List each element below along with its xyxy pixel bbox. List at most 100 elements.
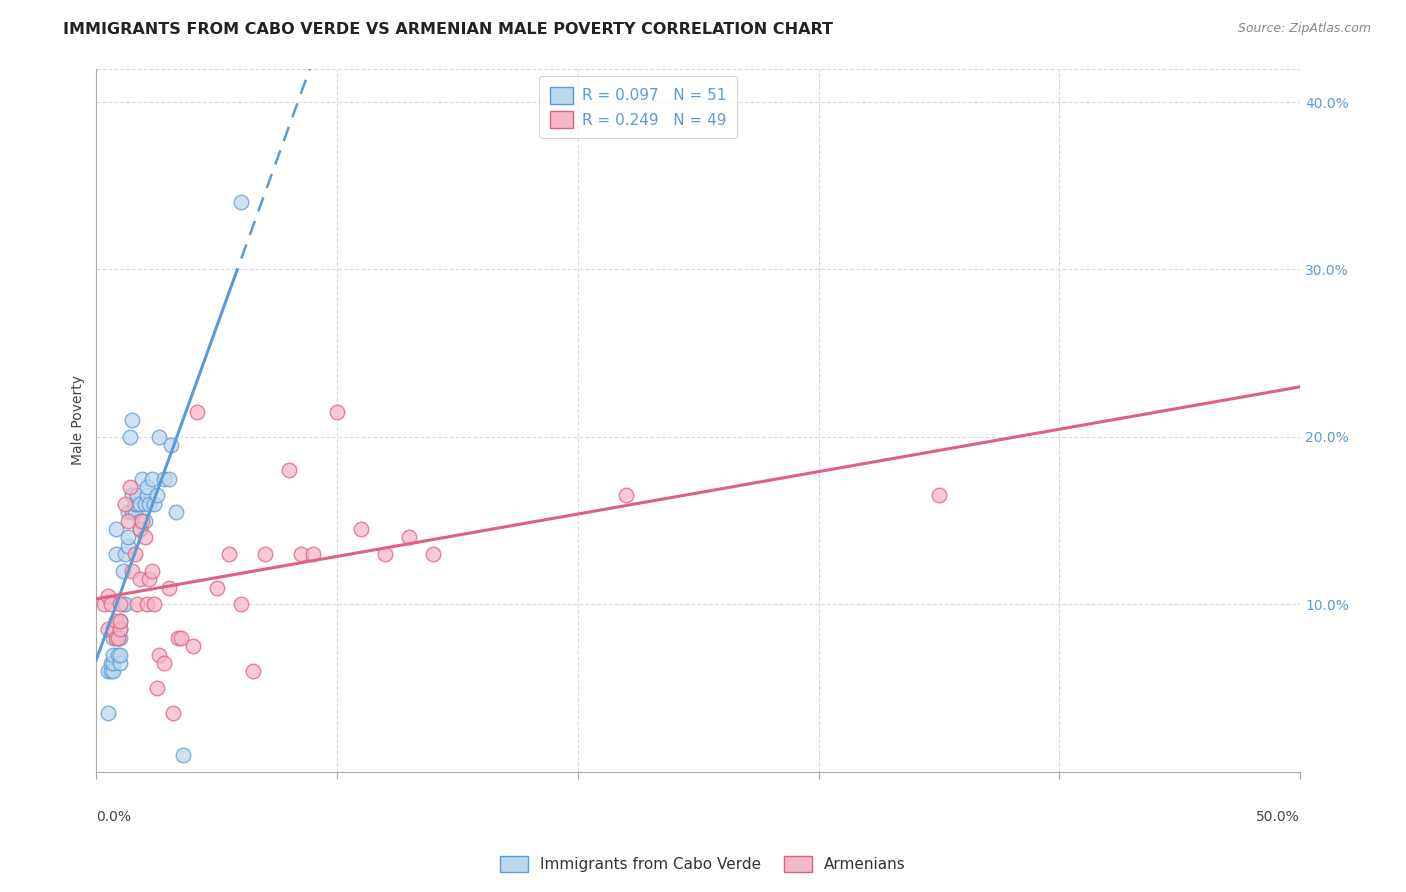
Point [374, 547, 396, 561]
Point [110, 656, 132, 670]
Point [100, 665, 122, 679]
Point [120, 480, 142, 494]
Point [181, 639, 204, 653]
Point [100, 597, 122, 611]
Point [135, 480, 157, 494]
Point [229, 597, 252, 611]
Point [143, 497, 166, 511]
Point [186, 405, 208, 419]
Point [104, 522, 127, 536]
Point [97, 589, 120, 603]
Text: IMMIGRANTS FROM CABO VERDE VS ARMENIAN MALE POVERTY CORRELATION CHART: IMMIGRANTS FROM CABO VERDE VS ARMENIAN M… [63, 22, 834, 37]
Point [928, 488, 950, 502]
Point [127, 597, 149, 611]
Point [97, 623, 120, 637]
Point [110, 631, 132, 645]
Point [127, 497, 149, 511]
Point [110, 597, 132, 611]
Point [100, 656, 122, 670]
Point [350, 522, 373, 536]
Point [111, 564, 134, 578]
Point [138, 572, 160, 586]
Text: 0.0%: 0.0% [97, 810, 131, 824]
Point [148, 648, 170, 662]
Point [302, 547, 325, 561]
Point [97, 706, 120, 720]
Point [134, 514, 156, 528]
Point [128, 514, 150, 528]
Point [111, 597, 134, 611]
Point [107, 631, 129, 645]
Point [110, 623, 132, 637]
Point [145, 488, 167, 502]
Point [121, 564, 143, 578]
Point [131, 514, 153, 528]
Point [117, 505, 139, 519]
Text: 50.0%: 50.0% [1257, 810, 1301, 824]
Point [121, 413, 143, 427]
Point [117, 530, 139, 544]
Point [107, 631, 129, 645]
Point [152, 656, 174, 670]
Point [253, 547, 276, 561]
Point [103, 631, 125, 645]
Point [120, 430, 142, 444]
Point [103, 648, 125, 662]
Point [152, 472, 174, 486]
Point [131, 472, 153, 486]
Point [141, 472, 163, 486]
Point [290, 547, 312, 561]
Point [165, 505, 187, 519]
Point [103, 656, 125, 670]
Point [138, 497, 160, 511]
Point [103, 623, 125, 637]
Point [107, 648, 129, 662]
Point [103, 665, 125, 679]
Point [229, 195, 252, 210]
Point [172, 747, 194, 762]
Point [205, 581, 228, 595]
Point [104, 614, 127, 628]
Legend: R = 0.097   N = 51, R = 0.249   N = 49: R = 0.097 N = 51, R = 0.249 N = 49 [538, 76, 737, 138]
Point [218, 547, 240, 561]
Point [128, 522, 150, 536]
Point [124, 547, 146, 561]
Point [134, 497, 156, 511]
Point [128, 497, 150, 511]
Point [398, 530, 420, 544]
Point [104, 631, 127, 645]
Point [242, 665, 264, 679]
Point [121, 488, 143, 502]
Point [97, 665, 120, 679]
Point [134, 530, 156, 544]
Y-axis label: Male Poverty: Male Poverty [72, 376, 86, 465]
Point [157, 472, 180, 486]
Point [167, 631, 190, 645]
Point [114, 597, 136, 611]
Legend: Immigrants from Cabo Verde, Armenians: Immigrants from Cabo Verde, Armenians [492, 848, 914, 880]
Point [127, 488, 149, 502]
Point [162, 706, 184, 720]
Point [110, 614, 132, 628]
Point [148, 430, 170, 444]
Point [326, 405, 349, 419]
Point [157, 581, 180, 595]
Point [278, 463, 301, 477]
Point [422, 547, 444, 561]
Point [117, 539, 139, 553]
Point [135, 488, 157, 502]
Point [135, 597, 157, 611]
Point [114, 547, 136, 561]
Point [121, 505, 143, 519]
Point [124, 505, 146, 519]
Point [141, 564, 163, 578]
Point [124, 497, 146, 511]
Point [104, 547, 127, 561]
Point [145, 681, 167, 695]
Point [110, 648, 132, 662]
Point [169, 631, 191, 645]
Point [128, 572, 150, 586]
Point [128, 522, 150, 536]
Text: Source: ZipAtlas.com: Source: ZipAtlas.com [1237, 22, 1371, 36]
Point [110, 623, 132, 637]
